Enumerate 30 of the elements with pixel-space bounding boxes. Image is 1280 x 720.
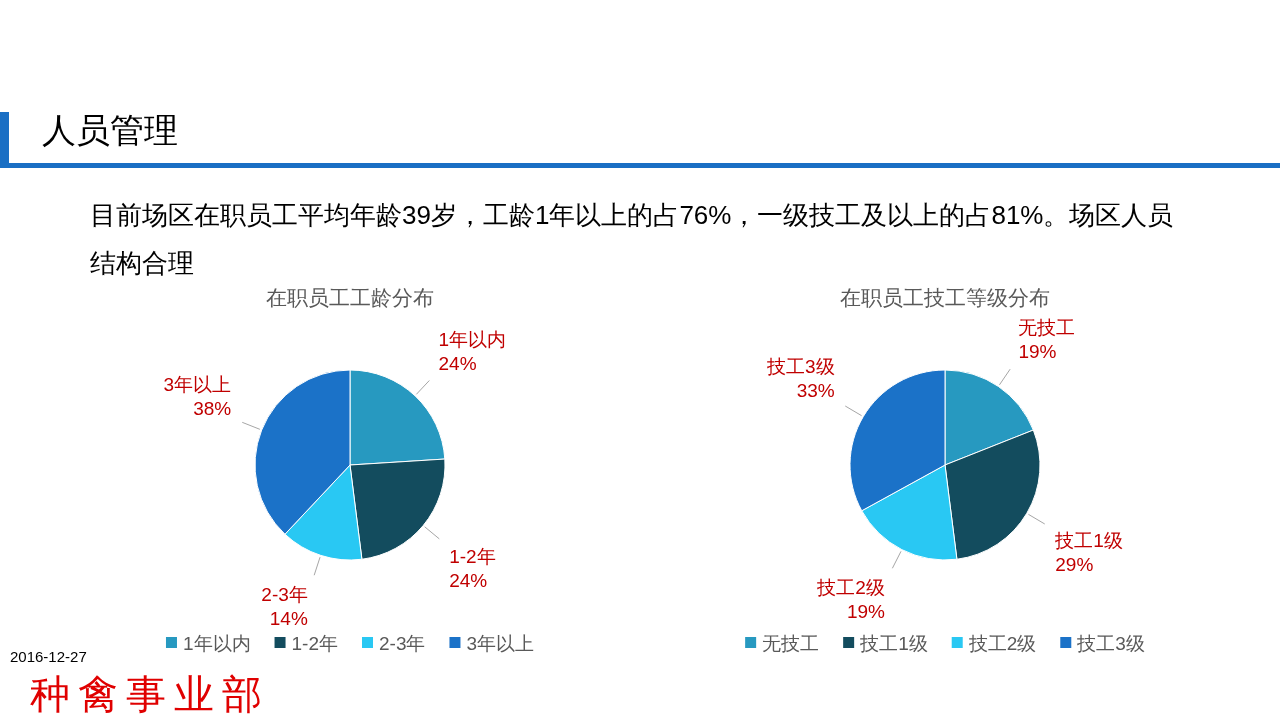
slice-label: 1-2年 [449,545,496,567]
legend-label: 1-2年 [291,633,339,654]
data-label: 38% [193,397,232,419]
data-label: 24% [438,352,477,374]
text: 2016-12-27 [10,648,87,665]
data-label: 33% [796,380,835,402]
slice-label: 1年以内 [438,328,507,350]
slice-label: 技工1级 [1054,529,1123,551]
legend-label: 1年以内 [182,633,251,654]
chart-title: 在职员工工龄分布 [266,286,434,309]
legend-label: 无技工 [762,633,820,654]
legend-label: 技工2级 [967,633,1037,654]
slice-label: 3年以上 [163,373,232,395]
legend-label: 3年以上 [466,633,535,654]
data-label: 19% [846,601,886,623]
legend-label: 技工1级 [859,633,928,654]
data-label: 29% [1055,553,1094,575]
data-label: 14% [269,608,308,630]
slice-label: 无技工 [1018,316,1076,338]
chart-title: 在职员工技工等级分布 [840,286,1050,309]
text: 目前场区在职员工平均年龄39岁，工龄1年以上的占76%，一级技工及以上的占81%。场区人员结构合理 [90,200,1174,278]
slice-label: 技工2级 [816,577,885,599]
data-label: 24% [449,569,488,591]
text: 种禽事业部 [30,672,270,717]
text: 人员管理 [42,111,178,149]
data-label: 19% [1018,340,1057,362]
legend-label: 技工3级 [1076,633,1145,654]
slice-label: 2-3年 [261,584,308,606]
slice-label: 技工3级 [766,356,835,378]
legend-label: 2-3年 [379,633,426,654]
